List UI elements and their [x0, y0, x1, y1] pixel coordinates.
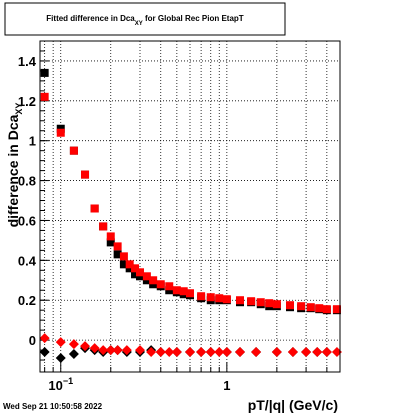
data-point-diamond	[221, 347, 232, 358]
data-point-square	[186, 289, 194, 298]
data-point-square	[172, 286, 181, 295]
data-point-square	[125, 260, 134, 269]
data-point-diamond	[205, 347, 216, 358]
data-point-diamond	[55, 337, 66, 348]
data-point-square	[322, 305, 331, 314]
data-point-square	[119, 260, 128, 269]
footer-timestamp: Wed Sep 21 10:50:58 2022	[3, 402, 103, 411]
data-point-square	[81, 170, 90, 179]
data-point-square	[165, 282, 174, 291]
data-point-square	[142, 272, 151, 281]
data-point-square	[131, 270, 140, 279]
data-point-square	[197, 292, 206, 301]
y-axis-title: difference in DcaXY	[5, 103, 24, 228]
data-marks	[39, 68, 342, 364]
data-point-square	[106, 238, 115, 247]
data-point-diamond	[251, 347, 262, 358]
data-point-square	[113, 250, 122, 259]
y-tick-label: 0	[29, 333, 36, 348]
data-point-diamond	[171, 347, 182, 358]
data-point-diamond	[301, 347, 312, 358]
title-box	[4, 2, 286, 36]
x-tick-label: 1	[223, 378, 230, 393]
data-point-diamond	[105, 345, 116, 356]
data-point-diamond	[112, 345, 123, 356]
x-axis-title: pT/|q| (GeV/c)	[248, 397, 338, 413]
data-point-square	[136, 268, 144, 277]
data-point-square	[272, 300, 281, 309]
y-tick-label: 0.6	[18, 213, 36, 228]
data-point-diamond	[39, 333, 50, 344]
data-point-square	[215, 294, 224, 303]
data-point-square	[206, 293, 215, 302]
y-tick-label: 1	[29, 134, 36, 149]
data-point-square	[69, 146, 78, 155]
data-point-square	[99, 222, 108, 231]
data-point-square	[106, 232, 115, 241]
chart-title: Fitted difference in DcaXY for Global Re…	[46, 14, 243, 27]
data-point-square	[256, 298, 265, 307]
data-point-square	[332, 305, 341, 314]
data-point-diamond	[164, 347, 175, 358]
data-point-square	[315, 304, 324, 313]
data-point-diamond	[235, 347, 245, 358]
data-point-square	[113, 242, 122, 251]
y-tick-label: 1.4	[18, 54, 37, 69]
data-point-diamond	[68, 349, 79, 360]
data-point-diamond	[89, 343, 100, 354]
data-point-diamond	[80, 341, 91, 352]
ticks: 0 0.2 0.4 0.6 0.8 1 1.2 1.4 10−1 1	[18, 50, 328, 393]
data-point-diamond	[135, 345, 145, 356]
data-point-diamond	[155, 347, 166, 358]
data-point-square	[306, 303, 315, 312]
y-tick-label: 0.4	[18, 253, 37, 268]
data-point-square	[179, 287, 188, 296]
data-point-diamond	[39, 347, 50, 358]
y-tick-label: 0.8	[18, 174, 36, 189]
data-point-square	[156, 280, 165, 289]
data-point-square	[222, 295, 231, 304]
data-point-diamond	[214, 347, 225, 358]
y-tick-label: 1.2	[18, 94, 36, 109]
data-point-diamond	[331, 347, 342, 358]
x-tick-label: 10−1	[48, 376, 73, 393]
data-point-diamond	[55, 353, 66, 364]
data-point-diamond	[321, 347, 332, 358]
data-point-square	[247, 297, 256, 306]
data-point-diamond	[98, 345, 109, 356]
plot-frame	[39, 40, 341, 373]
data-point-diamond	[312, 347, 323, 358]
data-point-diamond	[287, 347, 298, 358]
data-point-square	[149, 276, 158, 285]
data-point-square	[119, 252, 128, 261]
data-point-square	[56, 128, 65, 137]
data-point-diamond	[146, 347, 157, 358]
grid	[40, 41, 340, 372]
data-point-diamond	[196, 347, 207, 358]
data-point-square	[265, 299, 274, 308]
data-point-diamond	[185, 347, 195, 358]
data-point-diamond	[68, 339, 79, 350]
data-point-diamond	[271, 347, 282, 358]
data-point-square	[286, 301, 294, 310]
data-point-diamond	[121, 345, 132, 356]
data-point-square	[297, 302, 306, 311]
data-point-square	[236, 296, 244, 305]
data-point-square	[40, 68, 49, 77]
data-point-square	[40, 92, 49, 101]
data-point-square	[131, 264, 140, 273]
y-tick-label: 0.2	[18, 293, 36, 308]
data-point-square	[90, 204, 99, 213]
